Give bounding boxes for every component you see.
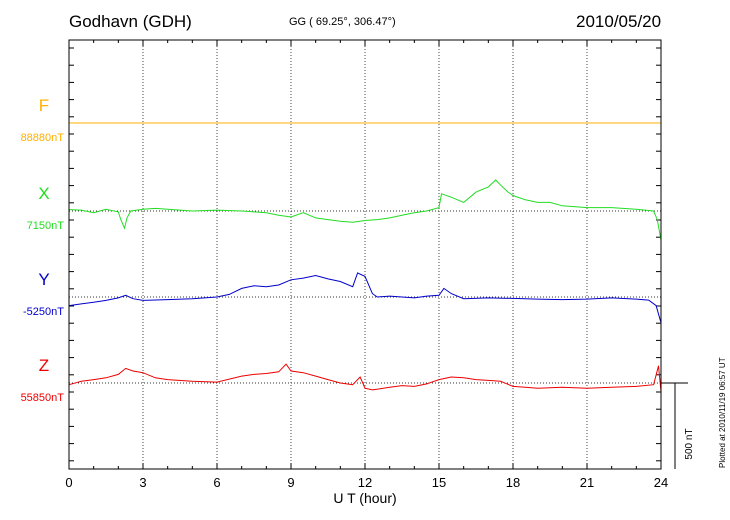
component-traces: [68, 122, 662, 392]
x-tick-label: 12: [358, 475, 372, 490]
station-coordinates: GG ( 69.25°, 306.47°): [289, 16, 396, 28]
component-letter-y: Y: [38, 270, 49, 289]
component-baseline-y: -5250nT: [23, 306, 64, 318]
x-tick-label: 6: [213, 475, 220, 490]
x-tick-label: 0: [65, 475, 72, 490]
grid-lines: [69, 40, 661, 469]
scale-bar: 500 nT: [661, 382, 695, 469]
component-labels: F 88880nT X 7150nT Y -5250nT Z 55850nT: [21, 96, 65, 404]
trace-y: [68, 272, 662, 323]
plot-frame: [68, 39, 662, 470]
x-tick-label: 9: [287, 475, 294, 490]
x-tick-label: 18: [506, 475, 520, 490]
date-label: 2010/05/20: [576, 12, 662, 31]
x-axis-label: U T (hour): [333, 490, 396, 506]
trace-z: [68, 363, 662, 392]
component-baseline-x: 7150nT: [27, 220, 65, 232]
component-baseline-z: 55850nT: [21, 392, 65, 404]
station-title: Godhavn (GDH): [69, 12, 192, 31]
component-letter-f: F: [39, 96, 49, 115]
component-letter-z: Z: [39, 356, 49, 375]
trace-x: [68, 179, 662, 241]
x-tick-label: 24: [654, 475, 668, 490]
x-tick-label: 15: [432, 475, 446, 490]
scale-bar-label: 500 nT: [684, 428, 695, 459]
x-tick-label: 21: [580, 475, 594, 490]
x-tick-label: 3: [139, 475, 146, 490]
axis-ticks: 0 3 6 9 12 15 18 21 24: [65, 40, 668, 490]
component-baseline-f: 88880nT: [21, 132, 65, 144]
component-letter-x: X: [38, 184, 49, 203]
plotted-timestamp: Plotted at 2010/11/19 06:57 UT: [718, 357, 727, 468]
